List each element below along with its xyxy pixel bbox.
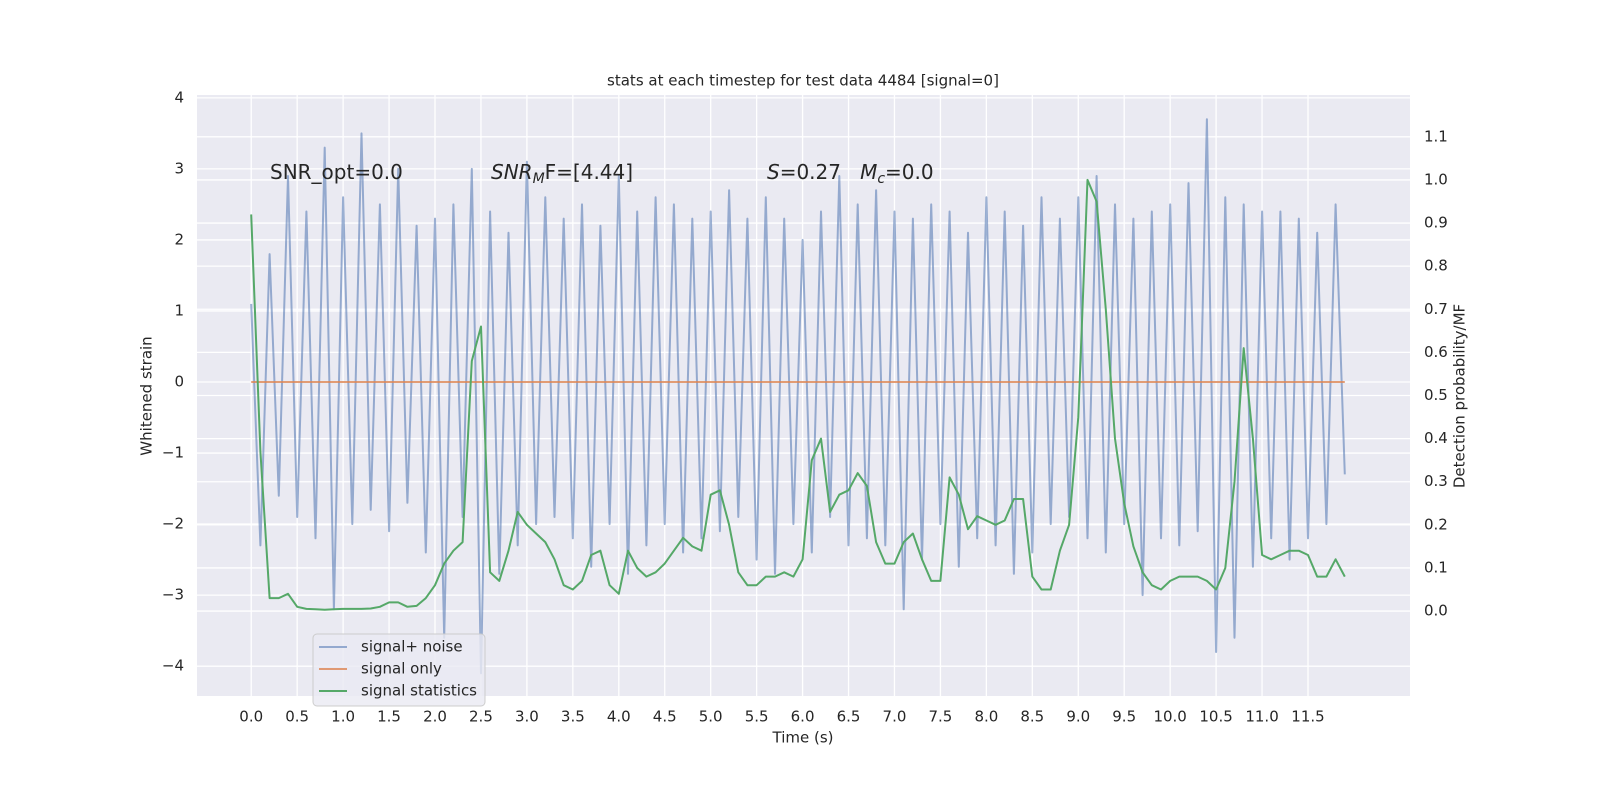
annotation-part: M bbox=[533, 171, 545, 187]
legend-label: signal+ noise bbox=[361, 638, 463, 656]
y2-tick-label: 0.1 bbox=[1424, 558, 1448, 576]
annotation-part: M bbox=[860, 160, 877, 184]
x-tick-label: 5.5 bbox=[745, 708, 769, 726]
x-tick-label: 0.5 bbox=[285, 708, 309, 726]
y-tick-label: 0 bbox=[174, 373, 184, 391]
annotation-part: SNR_opt=0.0 bbox=[270, 160, 403, 184]
x-tick-label: 6.5 bbox=[837, 708, 861, 726]
x-tick-label: 10.0 bbox=[1153, 708, 1186, 726]
annotation-part: SNR bbox=[491, 160, 533, 184]
x-tick-label: 3.5 bbox=[561, 708, 585, 726]
x-tick-label: 11.0 bbox=[1245, 708, 1278, 726]
y2-tick-label: 0.2 bbox=[1424, 515, 1448, 533]
series-line bbox=[250, 178, 1346, 611]
x-tick-label: 4.5 bbox=[653, 708, 677, 726]
annotation-part: S bbox=[767, 160, 780, 184]
annotation: S=0.27 Mc=0.0 bbox=[767, 160, 934, 188]
annotation-part: =0.27 bbox=[780, 160, 860, 184]
x-tick-label: 5.0 bbox=[699, 708, 723, 726]
y-tick-label: 3 bbox=[174, 159, 184, 177]
y-tick-label: 2 bbox=[174, 230, 184, 248]
y2-tick-label: 1.0 bbox=[1424, 170, 1448, 188]
y2-tick-label: 1.1 bbox=[1424, 127, 1448, 145]
chart-title: stats at each timestep for test data 448… bbox=[607, 72, 999, 90]
x-tick-label: 11.5 bbox=[1291, 708, 1324, 726]
y2-tick-label: 0.0 bbox=[1424, 602, 1448, 620]
annotation: SNR_opt=0.0 bbox=[270, 160, 403, 184]
x-tick-label: 8.5 bbox=[1020, 708, 1044, 726]
annotation-part: c bbox=[877, 171, 885, 187]
y-tick-label: −2 bbox=[162, 515, 184, 533]
legend: signal+ noise signal only signal statistic… bbox=[312, 633, 486, 707]
y2-tick-label: 0.9 bbox=[1424, 214, 1448, 232]
x-tick-label: 1.5 bbox=[377, 708, 401, 726]
y2-tick-label: 0.3 bbox=[1424, 472, 1448, 490]
y2-axis-label: Detection probability/MF bbox=[1451, 304, 1469, 488]
y-tick-label: 1 bbox=[174, 301, 184, 319]
x-tick-label: 1.0 bbox=[331, 708, 355, 726]
x-axis-label: Time (s) bbox=[772, 729, 834, 747]
x-tick-label: 9.0 bbox=[1066, 708, 1090, 726]
x-tick-label: 4.0 bbox=[607, 708, 631, 726]
y2-tick-label: 0.8 bbox=[1424, 257, 1448, 275]
y-tick-label: −1 bbox=[162, 444, 184, 462]
y2-tick-label: 0.5 bbox=[1424, 386, 1448, 404]
x-tick-label: 0.0 bbox=[239, 708, 263, 726]
y-tick-label: 4 bbox=[174, 88, 184, 106]
y-tick-label: −3 bbox=[162, 586, 184, 604]
x-tick-label: 2.5 bbox=[469, 708, 493, 726]
x-tick-label: 2.0 bbox=[423, 708, 447, 726]
y-tick-label: −4 bbox=[162, 657, 184, 675]
legend-box bbox=[312, 633, 486, 707]
x-tick-label: 8.0 bbox=[974, 708, 998, 726]
annotation: SNRMF=[4.44] bbox=[491, 160, 633, 188]
x-tick-label: 10.5 bbox=[1199, 708, 1232, 726]
legend-label: signal statistics bbox=[361, 682, 477, 700]
x-tick-label: 9.5 bbox=[1112, 708, 1136, 726]
x-tick-label: 6.0 bbox=[791, 708, 815, 726]
y-axis-label: Whitened strain bbox=[138, 336, 156, 455]
x-tick-label: 7.5 bbox=[928, 708, 952, 726]
y2-tick-label: 0.4 bbox=[1424, 429, 1448, 447]
legend-label: signal only bbox=[361, 660, 442, 678]
annotation-part: F=[4.44] bbox=[545, 160, 633, 184]
y2-tick-label: 0.6 bbox=[1424, 343, 1448, 361]
y2-tick-label: 0.7 bbox=[1424, 300, 1448, 318]
x-tick-label: 7.0 bbox=[883, 708, 907, 726]
annotation-part: =0.0 bbox=[885, 160, 934, 184]
x-tick-label: 3.0 bbox=[515, 708, 539, 726]
